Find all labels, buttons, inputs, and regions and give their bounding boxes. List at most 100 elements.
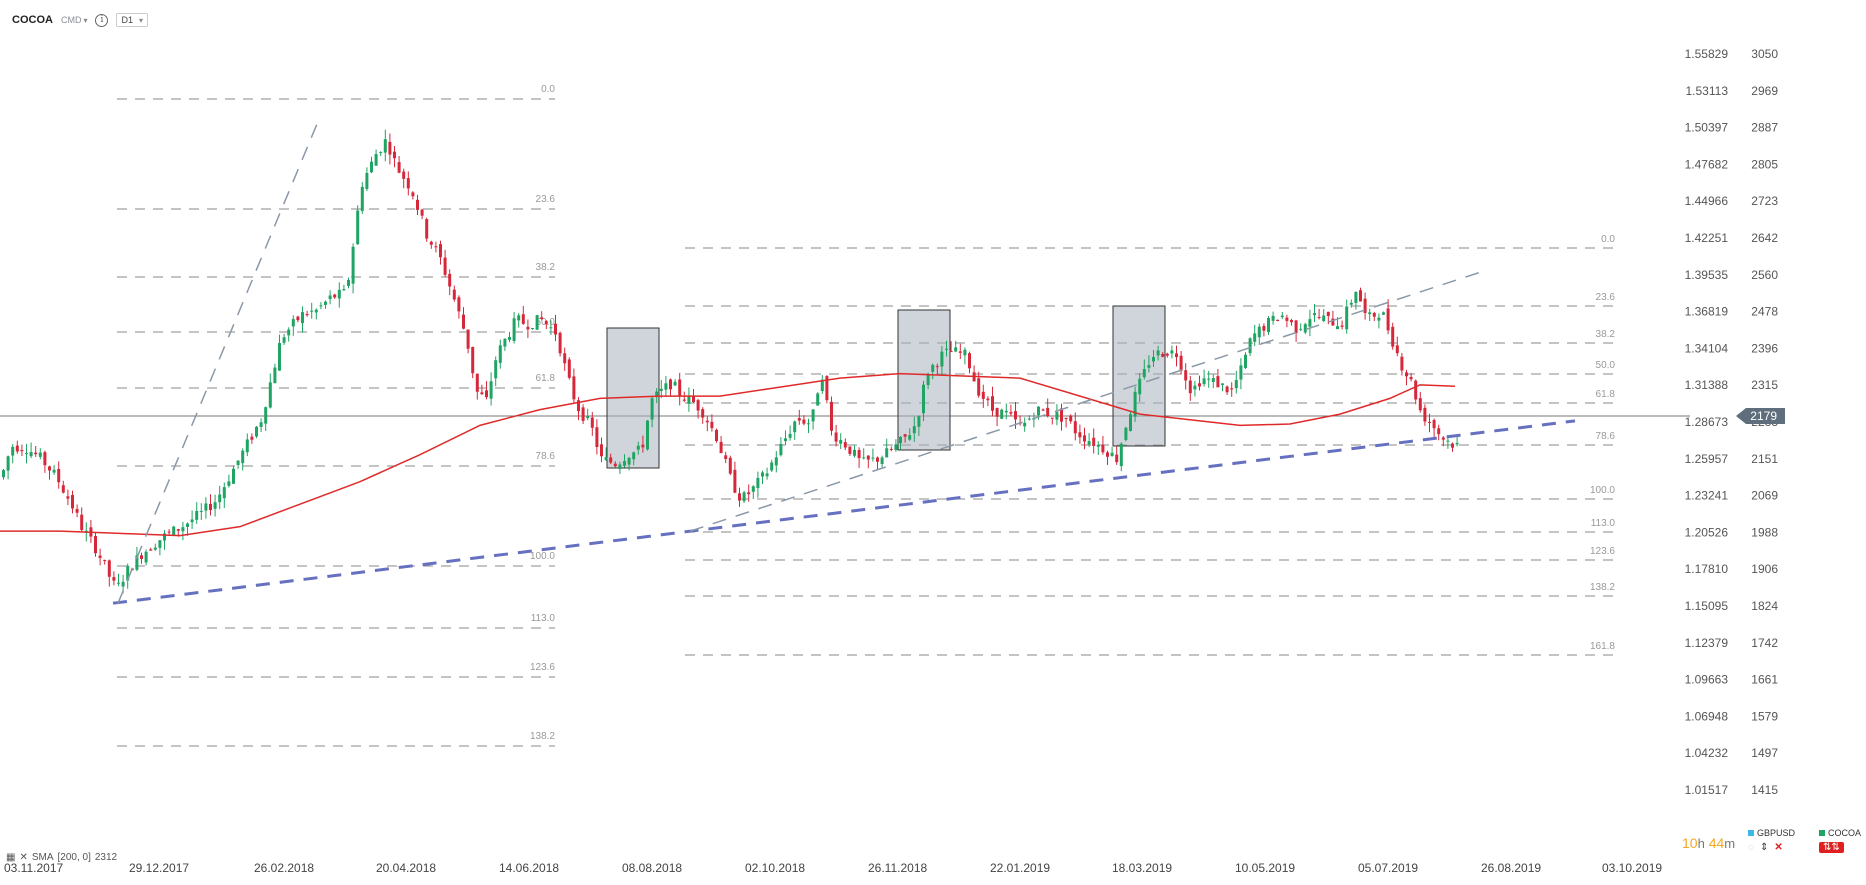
fib-level-label: 23.6 (536, 194, 556, 205)
candle-body (894, 444, 898, 450)
candle-body (117, 582, 120, 584)
close-icon[interactable]: ✕ (1774, 842, 1783, 853)
symbol-badge-cocoa[interactable]: COCOA ⇅⇅ (1819, 828, 1861, 853)
candle-body (912, 426, 916, 434)
symbol-badge-gbpusd[interactable]: GBPUSD ◌ ⇕ ✕ (1748, 828, 1796, 853)
timeframe-selector[interactable]: D1 ▾ (116, 13, 148, 27)
grid-icon[interactable]: ▦ (6, 852, 16, 863)
candle-body (241, 450, 245, 464)
candles-icon[interactable]: ⇅⇅ (1819, 842, 1844, 853)
candle-body (1202, 378, 1206, 385)
sma-legend[interactable]: ▦ ✕ SMA [200, 0] 2312 (6, 852, 117, 863)
candle-body (1046, 407, 1050, 416)
candle-body (1037, 406, 1040, 416)
candle-body (719, 441, 723, 454)
sma-value: 2312 (94, 852, 118, 863)
candle-body (586, 416, 590, 419)
candle-body (595, 427, 599, 448)
exchange-selector[interactable]: CMD ▾ (61, 15, 88, 25)
chart-toolbar: COCOA CMD ▾ i D1 ▾ (12, 10, 148, 30)
candle-body (264, 407, 268, 424)
candle-body (1147, 365, 1151, 368)
candle-body (1188, 380, 1192, 394)
candle-body (641, 444, 645, 448)
candle-body (1340, 325, 1344, 327)
candle-body (857, 450, 861, 459)
eye-icon[interactable]: ◌ (1748, 842, 1754, 853)
candle-body (1377, 317, 1381, 321)
candle-body (590, 417, 594, 428)
fib-level-label: 113.0 (531, 613, 556, 624)
candle-body (577, 400, 580, 412)
swap-icon[interactable]: ⇕ (1759, 842, 1769, 853)
y-tick-label-left: 1.25957 (1685, 452, 1729, 466)
fib-level-label: 161.8 (1590, 641, 1615, 652)
y-tick-label-right: 1906 (1751, 562, 1778, 576)
y-tick-label-left: 1.28673 (1685, 415, 1729, 429)
candle-body (43, 452, 47, 466)
candle-body (1331, 318, 1335, 326)
candle-body (618, 464, 622, 470)
candle-body (1216, 376, 1220, 388)
fib-level-label: 78.6 (1596, 431, 1616, 442)
y-tick-label-left: 1.55829 (1685, 47, 1729, 61)
candle-body (1211, 378, 1215, 383)
candle-body (57, 468, 61, 483)
candle-body (733, 469, 737, 493)
x-tick-label: 02.10.2018 (745, 861, 805, 875)
fib-level-label: 38.2 (1596, 329, 1616, 340)
candle-body (935, 366, 939, 368)
y-tick-label-left: 1.31388 (1685, 378, 1729, 392)
candle-body (926, 374, 930, 386)
candle-body (770, 462, 774, 471)
x-tick-label: 10.05.2019 (1235, 861, 1295, 875)
candle-body (581, 407, 585, 421)
y-axis: 1.55829 3050 1.53113 2969 1.50397 2887 1.47682… (1685, 47, 1779, 797)
candle-body (167, 531, 171, 533)
candle-body (282, 337, 286, 343)
candle-body (1083, 435, 1086, 442)
candle-body (535, 315, 539, 330)
candle-body (802, 419, 806, 424)
candle-body (931, 364, 935, 372)
candle-body (1244, 354, 1247, 368)
y-tick-label-left: 1.36819 (1685, 305, 1729, 319)
candle-body (452, 289, 456, 300)
candle-body (871, 457, 875, 459)
candle-body (986, 398, 990, 401)
candle-body (1336, 326, 1339, 330)
candle-body (1152, 356, 1155, 362)
candle-body (1221, 383, 1224, 385)
candle-body (981, 391, 985, 399)
candle-body (1257, 326, 1261, 338)
y-tick-label-right: 2560 (1751, 268, 1778, 282)
candle-body (107, 560, 111, 577)
candle-body (696, 400, 700, 411)
candle-body (324, 301, 327, 305)
candle-body (439, 244, 442, 258)
y-tick-label-right: 2887 (1751, 121, 1778, 135)
candle-body (84, 530, 88, 532)
candle-body (489, 381, 493, 399)
candle-body (1368, 312, 1372, 315)
candle-body (1175, 353, 1178, 358)
y-tick-label-right: 2151 (1751, 452, 1778, 466)
candle-body (807, 423, 810, 425)
candle-body (963, 349, 967, 356)
candle-body (351, 246, 355, 284)
candle-body (949, 350, 953, 352)
candle-body (609, 457, 613, 463)
candle-body (236, 460, 240, 465)
y-tick-label-right: 1661 (1751, 673, 1778, 687)
candle-body (397, 162, 401, 173)
candle-body (1064, 417, 1068, 419)
close-icon[interactable]: ✕ (19, 852, 28, 863)
candle-body (1414, 380, 1418, 400)
candle-body (1423, 407, 1427, 422)
x-tick-label: 26.02.2018 (254, 861, 314, 875)
fib-trendline-left (117, 121, 319, 604)
x-tick-label: 05.07.2019 (1358, 861, 1418, 875)
info-icon[interactable]: i (95, 13, 109, 27)
symbol-label[interactable]: COCOA (12, 14, 53, 26)
